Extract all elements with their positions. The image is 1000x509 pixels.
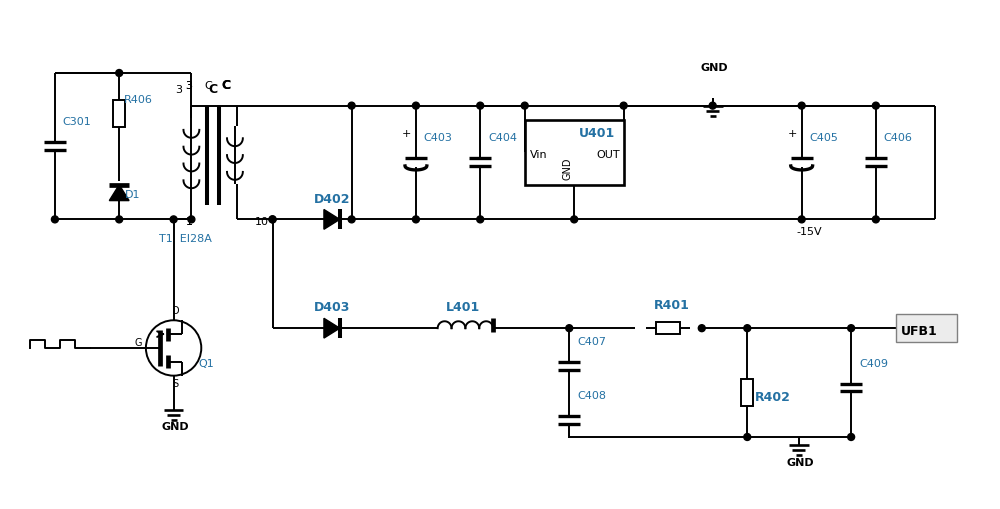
Bar [656,323,680,334]
Text: 1: 1 [185,217,192,227]
Text: C403: C403 [424,133,453,143]
Text: R402: R402 [755,390,791,404]
Bar [741,379,753,407]
Circle shape [744,434,751,441]
Text: D: D [172,306,179,316]
Text: C408: C408 [577,390,606,401]
Text: GND: GND [162,421,189,431]
Circle shape [269,216,276,223]
FancyBboxPatch shape [896,315,957,343]
Bar [525,121,624,185]
Text: C405: C405 [810,133,838,143]
Text: C: C [221,79,230,92]
Circle shape [566,325,573,332]
Circle shape [709,103,716,110]
Circle shape [477,216,484,223]
Circle shape [744,325,751,332]
Text: C409: C409 [859,358,888,368]
Text: L401: L401 [446,301,480,314]
Text: S: S [173,378,179,388]
Text: G: G [134,337,142,347]
Text: C406: C406 [884,133,913,143]
Text: 3: 3 [185,80,192,91]
Circle shape [798,216,805,223]
Text: +: + [788,129,797,139]
Circle shape [872,216,879,223]
Polygon shape [324,319,340,338]
Text: GND: GND [701,63,728,73]
Text: Vin: Vin [530,150,547,160]
Text: 3: 3 [176,84,183,95]
Text: C: C [208,82,217,96]
Circle shape [51,216,58,223]
Circle shape [188,216,195,223]
Circle shape [348,103,355,110]
Text: D403: D403 [314,301,350,314]
Circle shape [848,325,855,332]
Text: R401: R401 [654,299,690,312]
Circle shape [848,434,855,441]
Circle shape [170,216,177,223]
Text: C: C [221,79,230,92]
Text: GND: GND [562,157,572,180]
Circle shape [412,216,419,223]
Circle shape [620,103,627,110]
Text: GND: GND [787,457,814,467]
Circle shape [798,103,805,110]
Text: 10: 10 [255,217,269,227]
Polygon shape [109,185,129,201]
Circle shape [269,216,276,223]
Circle shape [116,70,123,77]
Text: C: C [204,80,212,91]
Text: C404: C404 [488,133,517,143]
Circle shape [872,103,879,110]
Text: C407: C407 [577,336,606,346]
Circle shape [412,103,419,110]
Text: OUT: OUT [596,150,620,160]
Text: C301: C301 [63,117,92,127]
Text: +: + [402,129,411,139]
Circle shape [477,103,484,110]
Circle shape [348,216,355,223]
Text: 1: 1 [185,217,192,227]
Text: Q1: Q1 [198,358,214,368]
Text: UFB1: UFB1 [901,324,937,337]
Text: 3: 3 [185,80,192,91]
Text: D402: D402 [314,192,351,205]
Circle shape [698,325,705,332]
Text: -15V: -15V [797,227,822,237]
Text: R406: R406 [124,95,153,104]
Circle shape [571,216,578,223]
Text: U401: U401 [579,127,615,140]
Text: T1  EI28A: T1 EI28A [159,234,212,244]
Circle shape [521,103,528,110]
Bar [113,100,125,128]
Text: D1: D1 [125,189,141,199]
Circle shape [116,216,123,223]
Polygon shape [324,210,340,230]
